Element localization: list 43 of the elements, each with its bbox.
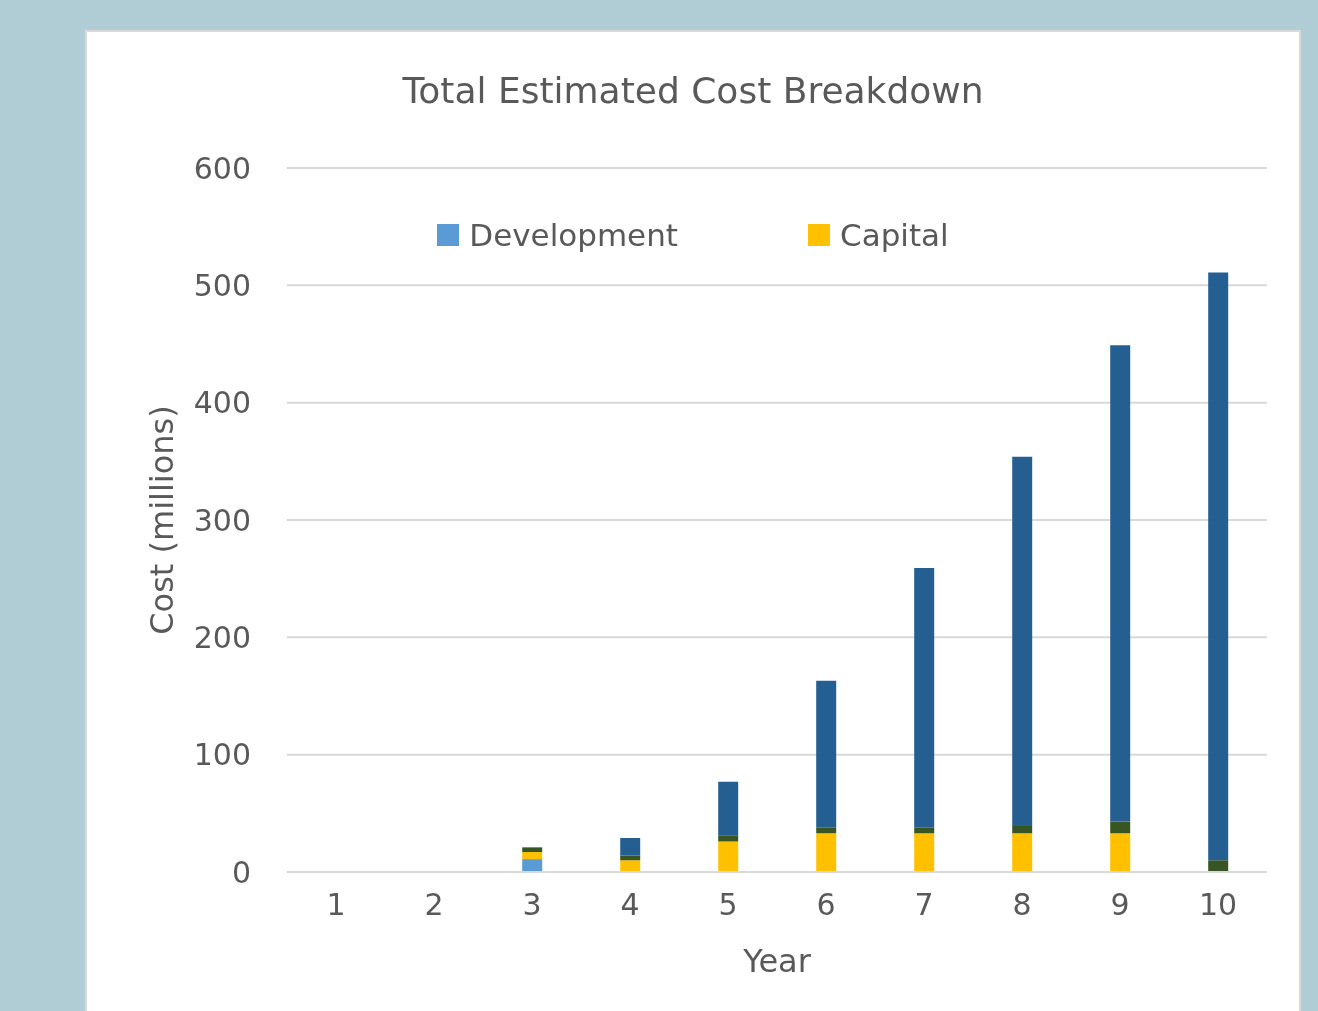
x-tick-label: 10 xyxy=(1198,887,1238,923)
bar xyxy=(718,841,739,872)
bar xyxy=(522,847,543,853)
legend-label: Capital xyxy=(840,217,949,253)
bar xyxy=(914,827,935,834)
bar xyxy=(1012,825,1033,834)
bar xyxy=(914,568,935,828)
y-tick-label: 200 xyxy=(193,619,251,655)
bar xyxy=(522,859,543,872)
bar xyxy=(914,833,935,872)
x-tick-label: 7 xyxy=(914,887,934,923)
x-tick-label: 2 xyxy=(424,887,444,923)
bar xyxy=(816,833,837,872)
bar xyxy=(1110,833,1131,872)
x-tick-label: 3 xyxy=(522,887,542,923)
bar xyxy=(522,852,543,860)
y-tick-label: 400 xyxy=(193,385,251,421)
y-tick-label: 600 xyxy=(193,150,251,186)
x-tick-label: 5 xyxy=(718,887,738,923)
bar xyxy=(1012,456,1033,826)
bar xyxy=(816,680,837,828)
x-axis-title: Year xyxy=(742,942,812,980)
bar xyxy=(620,837,641,856)
x-tick-label: 1 xyxy=(326,887,346,923)
y-tick-label: 500 xyxy=(193,267,251,303)
y-tick-label: 0 xyxy=(231,854,251,890)
x-tick-label: 6 xyxy=(816,887,836,923)
y-tick-label: 300 xyxy=(193,502,251,538)
x-tick-label: 4 xyxy=(620,887,640,923)
y-axis-title: Cost (millions) xyxy=(143,405,182,635)
bar xyxy=(1110,345,1131,822)
bar xyxy=(1012,833,1033,872)
bar xyxy=(1208,272,1229,861)
bar xyxy=(1110,821,1131,834)
x-tick-label: 9 xyxy=(1110,887,1130,923)
bar xyxy=(816,827,837,834)
chart-title: Total Estimated Cost Breakdown xyxy=(401,70,985,111)
legend-label: Development xyxy=(469,217,678,253)
bar xyxy=(620,860,641,872)
bar xyxy=(1208,860,1229,872)
bar xyxy=(718,781,739,836)
x-tick-label: 8 xyxy=(1012,887,1032,923)
y-tick-label: 100 xyxy=(193,737,251,773)
